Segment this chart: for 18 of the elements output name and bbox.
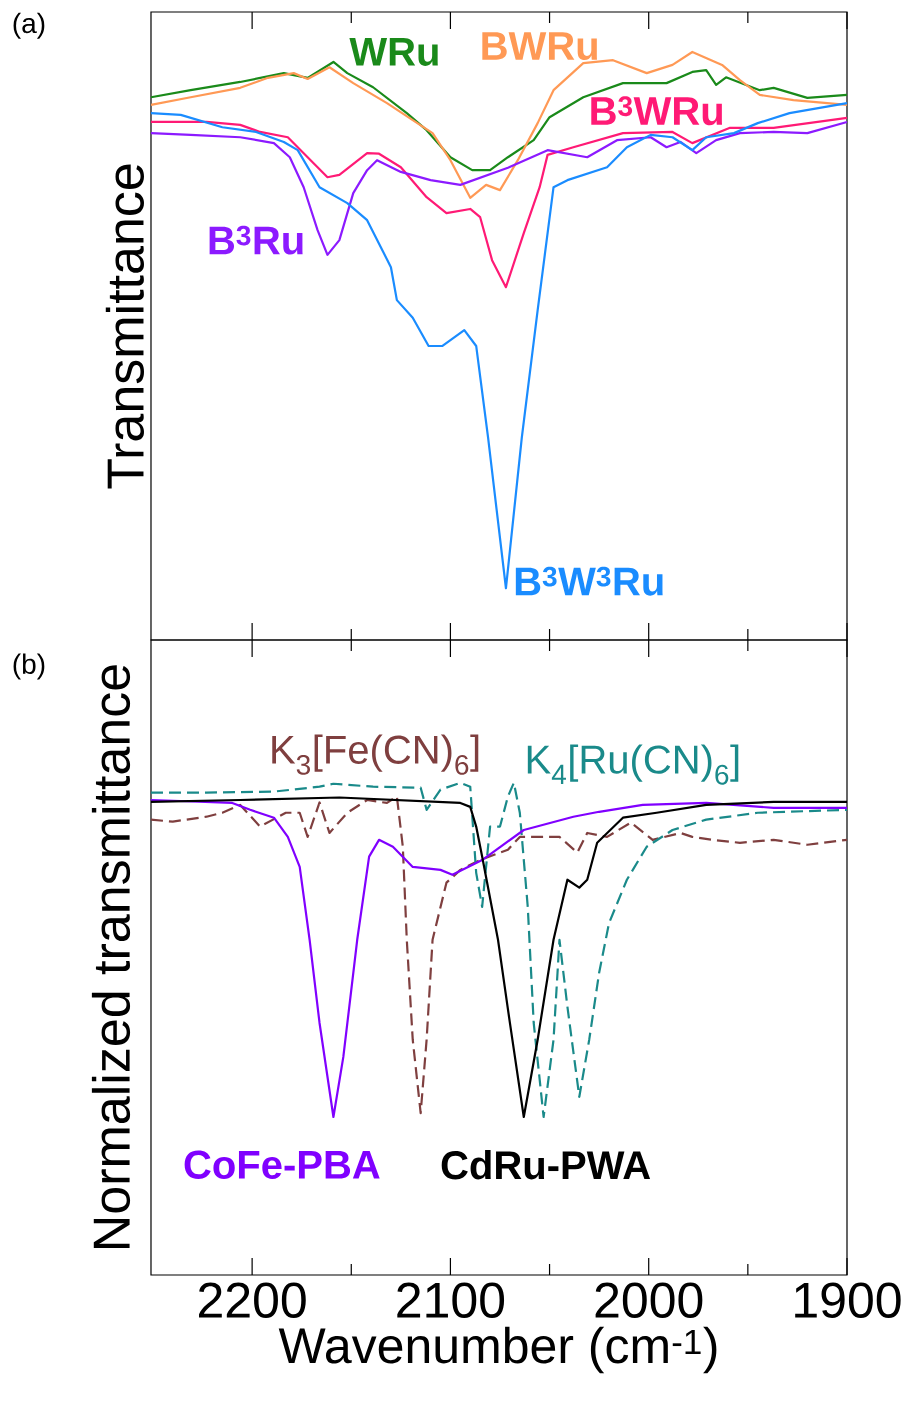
x-tick-label: 1900 [795, 1282, 901, 1318]
series-label: WRu [349, 38, 438, 66]
x-axis-title: Wavenumber (cm$^{-1}$) [278, 1326, 717, 1374]
series-label: CdRu-PWA [441, 1150, 651, 1180]
series-label: CoFe-PBA [184, 1150, 380, 1179]
series-label: B$^{3}$W$^{3}$Ru [515, 566, 663, 596]
series-label: K$_{4}$[Ru(CN)$_{6}$] [527, 744, 739, 785]
x-tick-label: 2000 [595, 1282, 703, 1318]
series-label: B$^{3}$WRu [591, 96, 723, 126]
series-label: BWRu [482, 32, 597, 61]
y-axis-title: Normalized transmittance [91, 665, 131, 1249]
x-tick-label: 2200 [199, 1282, 306, 1318]
chart-title: (a) [13, 12, 45, 39]
chart-title: (b) [13, 653, 45, 680]
y-axis-title: Transmittance [105, 164, 144, 489]
series-label: B$^{3}$Ru [209, 225, 303, 255]
x-tick-label: 2100 [397, 1282, 505, 1318]
series-label: K$_{3}$[Fe(CN)$_{6}$] [272, 734, 479, 775]
